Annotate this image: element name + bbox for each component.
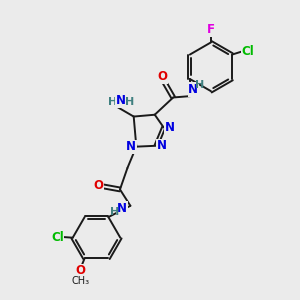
Text: O: O bbox=[158, 70, 168, 83]
Text: O: O bbox=[75, 264, 85, 277]
Text: H: H bbox=[108, 97, 118, 107]
Text: Cl: Cl bbox=[51, 231, 64, 244]
Text: H: H bbox=[124, 97, 134, 107]
Text: N: N bbox=[126, 140, 136, 153]
Text: N: N bbox=[165, 121, 175, 134]
Text: Cl: Cl bbox=[242, 45, 254, 58]
Text: H: H bbox=[195, 80, 205, 90]
Text: F: F bbox=[207, 23, 215, 36]
Text: O: O bbox=[93, 179, 103, 192]
Text: N: N bbox=[188, 83, 198, 96]
Text: H: H bbox=[110, 207, 120, 217]
Text: N: N bbox=[117, 202, 127, 215]
Text: N: N bbox=[116, 94, 126, 107]
Text: N: N bbox=[157, 139, 166, 152]
Text: CH₃: CH₃ bbox=[72, 276, 90, 286]
